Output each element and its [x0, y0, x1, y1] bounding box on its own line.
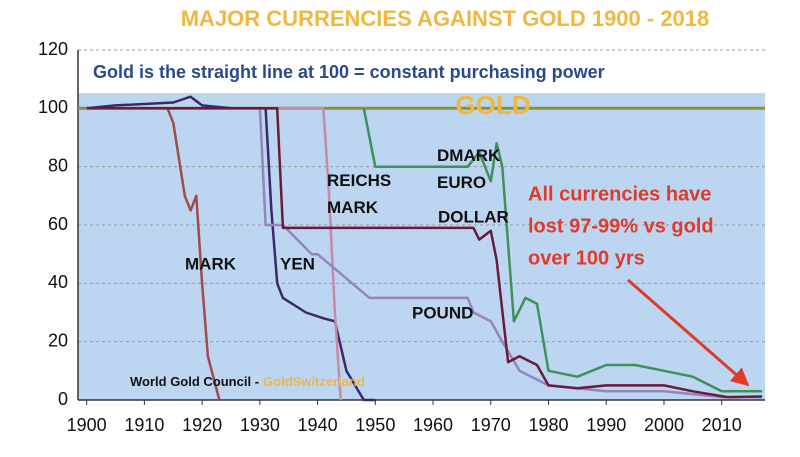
y-tick-label: 40	[48, 272, 68, 292]
series-label: POUND	[412, 303, 473, 322]
x-tick-label: 1950	[355, 415, 395, 435]
x-tick-label: 1920	[182, 415, 222, 435]
y-tick-label: 120	[38, 39, 68, 59]
x-tick-label: 2000	[644, 415, 684, 435]
x-tick-label: 1910	[124, 415, 164, 435]
y-tick-label: 60	[48, 214, 68, 234]
annotation-arrow	[627, 278, 750, 387]
source: World Gold Council - GoldSwitzerland	[130, 374, 365, 389]
series-label: GOLD	[455, 90, 530, 120]
annotation: All currencies have	[528, 183, 711, 205]
annotation: over 100 yrs	[528, 247, 645, 269]
source-text: World Gold Council -	[130, 374, 259, 389]
series-line	[86, 107, 763, 399]
series-label: MARK	[185, 254, 237, 273]
subtitle: Gold is the straight line at 100 = const…	[93, 62, 605, 82]
series-label: DMARK EURO	[437, 146, 501, 192]
annotation: lost 97-99% vs gold	[528, 215, 714, 237]
x-tick-label: 1980	[528, 415, 568, 435]
y-tick-label: 20	[48, 330, 68, 350]
series-line	[225, 107, 342, 401]
x-tick-label: 1960	[413, 415, 453, 435]
x-tick-label: 1990	[586, 415, 626, 435]
series-label: DOLLAR	[438, 207, 509, 226]
source-highlight: GoldSwitzerland	[263, 374, 365, 389]
y-tick-label: 80	[48, 155, 68, 175]
x-tick-label: 1970	[471, 415, 511, 435]
series-label: YEN	[280, 254, 315, 273]
series-line	[86, 107, 221, 401]
series-line	[86, 95, 376, 402]
x-tick-label: 1930	[240, 415, 280, 435]
y-tick-label: 0	[58, 389, 68, 409]
series-line	[86, 107, 763, 399]
x-tick-label: 2010	[702, 415, 742, 435]
series-label: REICHS MARK	[327, 171, 391, 217]
x-tick-label: 1900	[67, 415, 107, 435]
chart-title: MAJOR CURRENCIES AGAINST GOLD 1900 - 201…	[181, 6, 710, 31]
plot-background	[78, 93, 765, 400]
series-line	[362, 108, 763, 393]
x-tick-label: 1940	[298, 415, 338, 435]
y-tick-label: 100	[38, 97, 68, 117]
